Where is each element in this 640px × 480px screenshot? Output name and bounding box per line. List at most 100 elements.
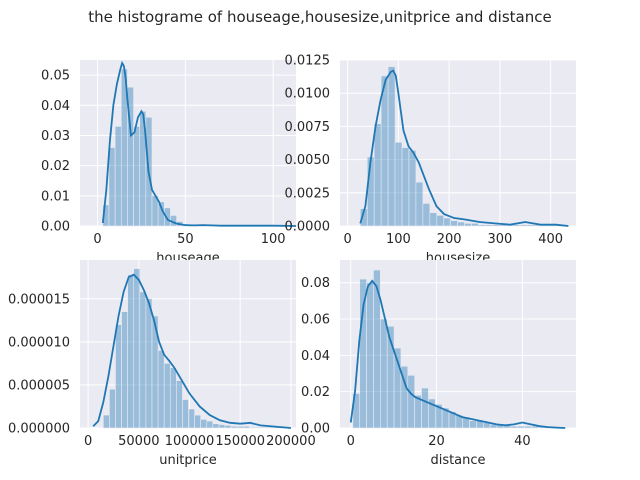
histogram-bar [469, 420, 477, 429]
x-tick-label: 20 [428, 434, 445, 449]
histogram-bar [236, 425, 244, 429]
histogram-bar [401, 147, 410, 227]
histogram-bar [182, 399, 189, 429]
histogram-bar [517, 425, 525, 429]
histogram-bar [133, 126, 141, 227]
histogram-bar [127, 274, 135, 429]
y-tick-label: 0.0050 [285, 153, 331, 168]
y-tick-label: 0.000005 [8, 378, 70, 393]
y-tick-label: 0.04 [41, 99, 70, 114]
histogram-bar [524, 425, 532, 429]
housesize-panel: 0 100 200 300 400 0.0000 0.0025 0.0050 0.0075 0.0… [285, 54, 576, 266]
x-tick-label: 400 [538, 232, 563, 247]
kde-line [349, 279, 566, 429]
x-tick-label: 0 [84, 434, 92, 449]
y-tick-label: 0.02 [41, 159, 70, 174]
x-tick-label: 0 [343, 232, 351, 247]
x-tick-label: 300 [487, 232, 512, 247]
histogram-bar [526, 224, 535, 227]
histogram-bar [176, 380, 183, 429]
plot-area [80, 260, 296, 428]
histogram-bar [109, 388, 116, 429]
x-tick-label: 0 [347, 434, 355, 449]
kde-line [92, 273, 292, 429]
histogram-bar [194, 414, 201, 429]
x-tick-label: 100 [386, 232, 411, 247]
y-tick-label: 0.000015 [8, 292, 70, 307]
y-tick-label: 0.02 [301, 385, 330, 400]
histogram-bar [163, 363, 171, 429]
histogram-bar [206, 420, 214, 429]
kde-line [101, 60, 297, 227]
plot-area [340, 260, 576, 428]
histogram-bar [230, 425, 238, 429]
histogram-bar [114, 126, 122, 227]
histogram-bar [380, 318, 388, 429]
y-tick-label: 0.04 [301, 349, 330, 364]
y-tick-label: 0.0100 [285, 87, 331, 102]
x-tick-label: 40 [514, 434, 531, 449]
histogram-bar [443, 217, 451, 227]
histogram-bar [408, 150, 417, 227]
histogram-bar [169, 367, 177, 429]
histogram-bar [121, 311, 128, 429]
histogram-bar [224, 425, 232, 429]
histogram-bar [394, 142, 403, 227]
histogram-bar [478, 224, 486, 227]
histogram-bar [242, 425, 250, 429]
histogram-bar [380, 75, 389, 227]
histogram-bar [407, 375, 415, 429]
histogram-bar [139, 291, 147, 429]
histogram-bar [212, 423, 220, 429]
histogram-bar [512, 224, 521, 227]
histogram-bar [457, 221, 465, 227]
histogram-bar [255, 426, 262, 429]
histogram-bar [188, 408, 195, 429]
histogram-bar [421, 387, 429, 429]
figure-title: the histograme of houseage,housesize,uni… [88, 8, 551, 26]
histogram-bar [133, 268, 141, 429]
kde-line [359, 69, 569, 227]
histogram-bar [436, 215, 445, 227]
histogram-bar [218, 424, 226, 429]
histogram-bar [157, 350, 165, 429]
histogram-bar [429, 212, 438, 227]
x-axis-label: unitprice [159, 453, 217, 468]
histogram-bar [366, 282, 374, 429]
histogram-bar [145, 298, 153, 429]
y-tick-label: 0.0025 [285, 186, 331, 201]
y-tick-label: 0.0125 [285, 54, 331, 69]
x-tick-label: 50000 [118, 434, 159, 449]
y-tick-label: 0.0075 [285, 120, 331, 135]
histogram-bar [103, 414, 110, 429]
x-axis-label: distance [430, 453, 485, 468]
distance-panel: 0 20 40 0.00 0.02 0.04 0.06 0.08 distance [301, 260, 576, 468]
x-tick-label: 150000 [215, 434, 265, 449]
x-tick-label: 200000 [266, 434, 316, 449]
y-tick-label: 0.000000 [8, 422, 70, 437]
y-tick-label: 0.000010 [8, 335, 70, 350]
y-tick-label: 0.00 [301, 422, 330, 437]
y-tick-label: 0.01 [41, 189, 70, 204]
histogram-bar [464, 223, 472, 227]
histogram-bar [261, 426, 268, 429]
histogram-bar [471, 223, 479, 227]
histogram-bar [115, 324, 122, 429]
x-tick-label: 100 [261, 232, 286, 247]
histogram-bar [485, 224, 493, 227]
y-tick-label: 0.03 [41, 129, 70, 144]
plot-area [340, 60, 576, 226]
y-tick-label: 0.05 [41, 69, 70, 84]
histogram-bar [387, 66, 396, 227]
histogram-bar [422, 203, 431, 227]
x-tick-label: 100000 [165, 434, 215, 449]
histogram-bar [359, 278, 367, 429]
y-tick-label: 0.00 [41, 220, 70, 235]
unitprice-panel: 0 50000 100000 150000 200000 0.000000 0.000005… [8, 260, 316, 468]
y-tick-label: 0.0000 [285, 220, 331, 235]
histogram-bar [108, 147, 116, 227]
histogram-bar [200, 419, 208, 429]
histogram-bar [519, 224, 528, 227]
